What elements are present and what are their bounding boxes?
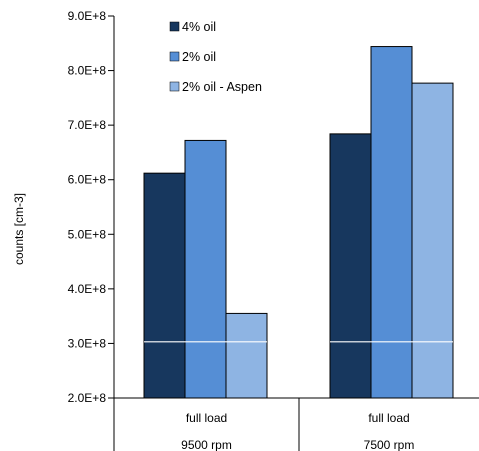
- y-tick-label: 7.0E+8: [68, 118, 107, 132]
- bar-4-oil-2: [329, 133, 372, 399]
- legend-swatch: [169, 81, 180, 92]
- y-tick-label: 2.0E+8: [68, 391, 107, 405]
- bar-2-oil-1: [184, 139, 227, 399]
- x-axis: full load 9500 rpm full load 7500 rpm: [113, 397, 479, 451]
- y-tick-label: 9.0E+8: [68, 9, 107, 23]
- x-category-label: full load: [368, 411, 409, 425]
- legend: 4% oil 2% oil 2% oil - Aspen: [169, 20, 262, 94]
- bar-2-oil-2: [370, 46, 413, 399]
- bar-2-oil-aspen-1: [225, 312, 268, 399]
- y-tick-label: 4.0E+8: [68, 282, 107, 296]
- y-tick-label: 6.0E+8: [68, 173, 107, 187]
- legend-label: 2% oil: [182, 50, 216, 64]
- bars: [143, 46, 454, 399]
- legend-swatch: [169, 21, 180, 32]
- y-tick-label: 5.0E+8: [68, 227, 107, 241]
- x-category-sublabel: 9500 rpm: [181, 438, 232, 451]
- y-axis: 2.0E+8 3.0E+8 4.0E+8 5.0E+8 6.0E+8 7.0E+8 8.0E…: [68, 9, 115, 405]
- y-tick-label: 8.0E+8: [68, 64, 107, 78]
- y-axis-label: counts [cm-3]: [12, 193, 26, 265]
- legend-label: 2% oil - Aspen: [182, 80, 262, 94]
- legend-label: 4% oil: [182, 20, 216, 34]
- bar-4-oil-1: [143, 172, 186, 399]
- x-category-sublabel: 7500 rpm: [364, 438, 415, 451]
- bar-2-oil-aspen-2: [411, 82, 454, 399]
- x-category-label: full load: [186, 411, 227, 425]
- y-tick-label: 3.0E+8: [68, 336, 107, 350]
- legend-swatch: [169, 51, 180, 62]
